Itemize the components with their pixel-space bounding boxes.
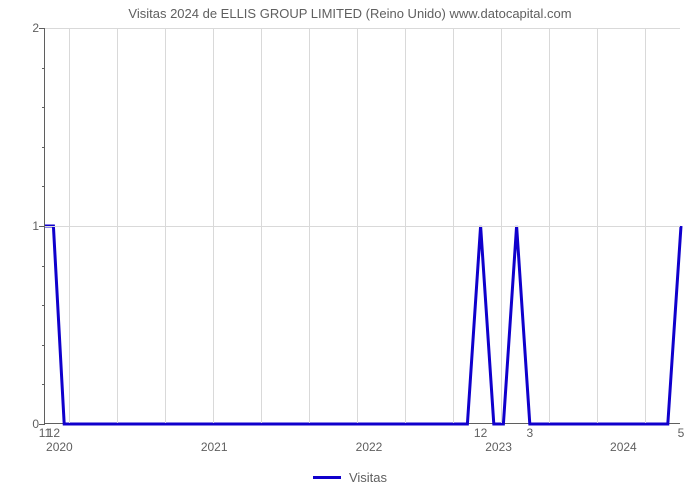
plot-area: 0121112123520202021202220232024 bbox=[44, 28, 680, 424]
y-minor-tick bbox=[42, 305, 45, 306]
y-minor-tick bbox=[42, 68, 45, 69]
chart-container: { "chart": { "type": "line", "title": "V… bbox=[0, 0, 700, 500]
x-tick-label-year: 2023 bbox=[485, 440, 512, 454]
x-tick-label-year: 2024 bbox=[610, 440, 637, 454]
y-tick-label: 1 bbox=[32, 219, 45, 233]
x-tick-label-month: 12 bbox=[47, 426, 60, 440]
legend: Visitas bbox=[0, 470, 700, 485]
x-tick-label-year: 2022 bbox=[356, 440, 383, 454]
legend-swatch bbox=[313, 476, 341, 479]
y-minor-tick bbox=[42, 345, 45, 346]
gridline-horizontal bbox=[45, 28, 680, 29]
y-minor-tick bbox=[42, 384, 45, 385]
chart-title: Visitas 2024 de ELLIS GROUP LIMITED (Rei… bbox=[0, 6, 700, 21]
y-minor-tick bbox=[42, 107, 45, 108]
gridline-horizontal bbox=[45, 226, 680, 227]
y-minor-tick bbox=[42, 147, 45, 148]
y-tick-label: 2 bbox=[32, 21, 45, 35]
y-minor-tick bbox=[42, 186, 45, 187]
x-tick-label-year: 2021 bbox=[201, 440, 228, 454]
x-tick-label-month: 5 bbox=[678, 426, 685, 440]
legend-label: Visitas bbox=[349, 470, 387, 485]
y-minor-tick bbox=[42, 266, 45, 267]
x-tick-label-month: 12 bbox=[474, 426, 487, 440]
x-tick-label-year: 2020 bbox=[46, 440, 73, 454]
x-tick-label-month: 3 bbox=[526, 426, 533, 440]
